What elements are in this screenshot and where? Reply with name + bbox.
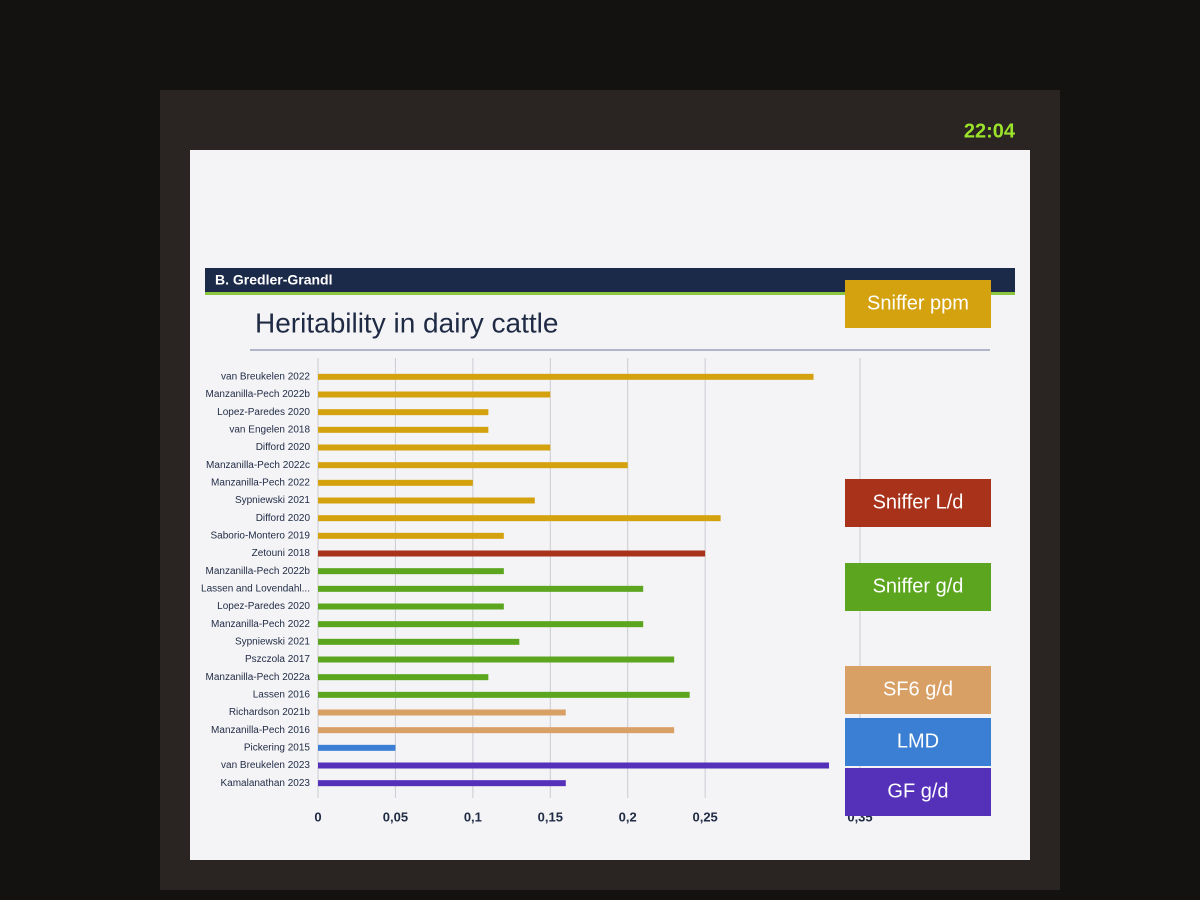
x-tick-label: 0,05 bbox=[383, 809, 408, 824]
y-tick-label: Manzanilla-Pech 2022c bbox=[206, 460, 310, 471]
bar bbox=[318, 780, 566, 787]
bar bbox=[318, 532, 504, 539]
bar bbox=[318, 638, 520, 645]
y-tick-label: Pickering 2015 bbox=[244, 742, 311, 753]
bar bbox=[318, 462, 628, 469]
y-tick-label: Manzanilla-Pech 2022b bbox=[205, 566, 310, 577]
y-tick-label: Saborio-Montero 2019 bbox=[210, 530, 310, 541]
y-tick-label: Kamalanathan 2023 bbox=[220, 778, 310, 789]
y-tick-label: Manzanilla-Pech 2022a bbox=[205, 672, 310, 683]
x-tick-label: 0,2 bbox=[619, 809, 637, 824]
legend-label: SF6 g/d bbox=[883, 678, 953, 700]
y-tick-label: Richardson 2021b bbox=[229, 707, 311, 718]
y-tick-label: Sypniewski 2021 bbox=[235, 636, 310, 647]
bar bbox=[318, 479, 473, 486]
bar bbox=[318, 727, 675, 734]
x-tick-label: 0,1 bbox=[464, 809, 482, 824]
y-tick-label: Difford 2020 bbox=[256, 513, 311, 524]
bar bbox=[318, 603, 504, 610]
y-tick-label: van Engelen 2018 bbox=[229, 424, 310, 435]
bar bbox=[318, 762, 830, 769]
legend-label: Sniffer g/d bbox=[873, 575, 964, 597]
y-tick-label: Manzanilla-Pech 2022 bbox=[211, 477, 310, 488]
legend-swatch bbox=[845, 718, 991, 766]
x-tick-label: 0,25 bbox=[692, 809, 717, 824]
bar bbox=[318, 426, 489, 433]
chart-title: Heritability in dairy cattle bbox=[255, 307, 558, 338]
legend-swatch bbox=[845, 666, 991, 714]
y-tick-label: Manzanilla-Pech 2022b bbox=[205, 389, 310, 400]
y-tick-label: Lopez-Paredes 2020 bbox=[217, 601, 310, 612]
bar bbox=[318, 568, 504, 575]
bar bbox=[318, 373, 814, 380]
y-tick-label: van Breukelen 2022 bbox=[221, 371, 310, 382]
legend-label: Sniffer L/d bbox=[873, 491, 964, 513]
y-tick-label: Lassen and Lovendahl... bbox=[201, 583, 310, 594]
bar bbox=[318, 621, 644, 628]
header-accent bbox=[205, 292, 1015, 295]
legend-swatch bbox=[845, 280, 991, 328]
bar bbox=[318, 656, 675, 663]
y-tick-label: Lopez-Paredes 2020 bbox=[217, 407, 310, 418]
legend-swatch bbox=[845, 563, 991, 611]
legend-label: LMD bbox=[897, 730, 939, 752]
y-tick-label: Zetouni 2018 bbox=[252, 548, 311, 559]
y-tick-label: Pszczola 2017 bbox=[245, 654, 310, 665]
legend-swatch bbox=[845, 479, 991, 527]
y-tick-label: Lassen 2016 bbox=[253, 689, 311, 700]
bar bbox=[318, 497, 535, 504]
author: B. Gredler-Grandl bbox=[215, 272, 332, 288]
bar bbox=[318, 391, 551, 398]
legend-label: Sniffer ppm bbox=[867, 292, 969, 314]
y-tick-label: Manzanilla-Pech 2022 bbox=[211, 619, 310, 630]
y-tick-label: Sypniewski 2021 bbox=[235, 495, 310, 506]
legend-swatch bbox=[845, 768, 991, 816]
y-tick-label: Manzanilla-Pech 2016 bbox=[211, 725, 310, 736]
bar bbox=[318, 674, 489, 681]
bar bbox=[318, 744, 396, 751]
bar bbox=[318, 409, 489, 416]
bar bbox=[318, 691, 690, 698]
x-tick-label: 0,15 bbox=[538, 809, 563, 824]
x-tick-label: 0 bbox=[314, 809, 321, 824]
bar bbox=[318, 515, 721, 522]
y-tick-label: Difford 2020 bbox=[256, 442, 311, 453]
bar bbox=[318, 444, 551, 451]
legend-label: GF g/d bbox=[887, 780, 948, 802]
bar bbox=[318, 550, 706, 557]
bar bbox=[318, 709, 566, 716]
bar bbox=[318, 585, 644, 592]
y-tick-label: van Breukelen 2023 bbox=[221, 760, 310, 771]
clock: 22:04 bbox=[964, 120, 1016, 142]
